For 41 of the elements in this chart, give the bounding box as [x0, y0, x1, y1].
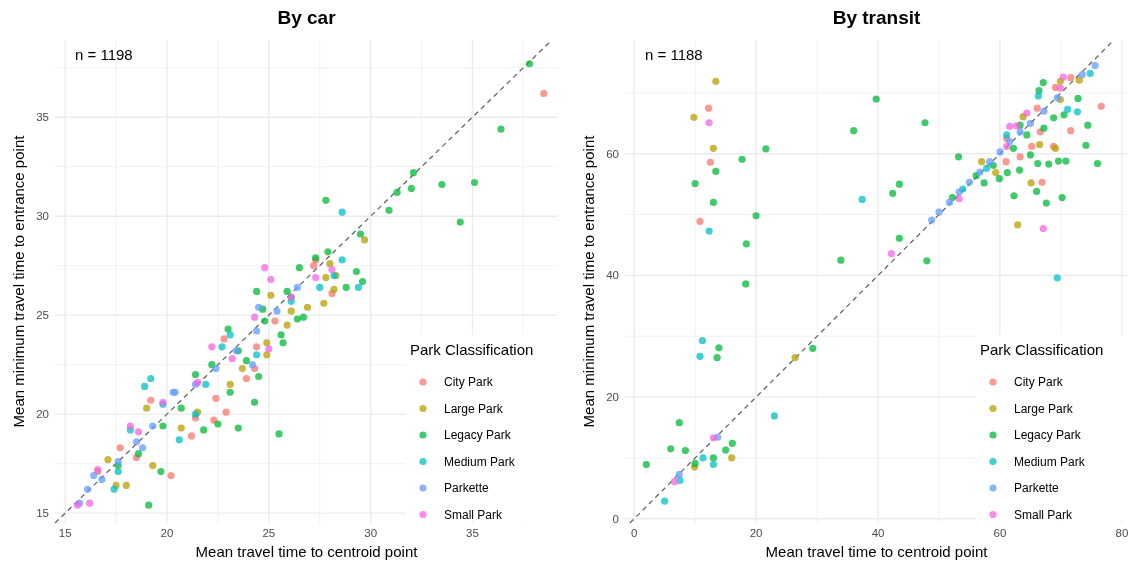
x-tick-label: 25: [262, 527, 276, 539]
chart-title: By car: [277, 7, 337, 28]
legend-label: Parkette: [1014, 481, 1060, 495]
y-tick-label: 20: [36, 408, 49, 421]
legend-label: Medium Park: [1014, 454, 1086, 469]
x-tick-label: 15: [58, 527, 72, 539]
legend-label: Small Park: [1014, 507, 1074, 522]
legend-title: Park Classification: [410, 341, 534, 358]
y-tick-label: 25: [36, 309, 49, 322]
chart-title: By transit: [832, 7, 921, 28]
legend-label: Large Park: [1014, 401, 1074, 416]
legend-label: Legacy Park: [444, 428, 512, 442]
x-tick-label: 35: [466, 527, 479, 539]
x-axis-title: Mean travel time to centroid point: [195, 543, 419, 560]
x-tick-label: 0: [630, 527, 638, 539]
legend-label: Large Park: [444, 401, 504, 416]
x-tick-label: 80: [1115, 527, 1129, 539]
legend-title: Park Classification: [980, 341, 1104, 358]
annotation: n = 1198: [75, 46, 133, 63]
x-axis-title: Mean travel time to centroid point: [765, 543, 989, 560]
y-tick-label: 20: [606, 391, 619, 404]
y-tick-label: 60: [606, 147, 619, 160]
y-tick-label: 40: [606, 269, 619, 282]
y-tick-label: 15: [36, 507, 49, 520]
legend-label: Legacy Park: [1014, 428, 1082, 442]
legend-label: City Park: [444, 375, 494, 389]
y-tick-label: 35: [36, 111, 49, 124]
y-axis-title: Mean minimum travel time to entrance point: [10, 134, 27, 428]
y-axis-title: Mean minimum travel time to entrance point: [580, 134, 597, 428]
legend-label: Parkette: [444, 481, 490, 495]
x-tick-label: 20: [160, 527, 174, 539]
legend-label: Medium Park: [444, 454, 516, 469]
x-tick-label: 40: [871, 527, 885, 539]
x-tick-label: 60: [993, 527, 1007, 539]
y-tick-label: 30: [36, 210, 49, 223]
x-tick-label: 20: [749, 527, 763, 539]
legend-label: City Park: [1014, 375, 1064, 389]
legend-label: Small Park: [444, 507, 504, 522]
annotation: n = 1188: [645, 46, 703, 63]
x-tick-label: 30: [364, 527, 378, 539]
y-tick-label: 0: [612, 512, 619, 525]
